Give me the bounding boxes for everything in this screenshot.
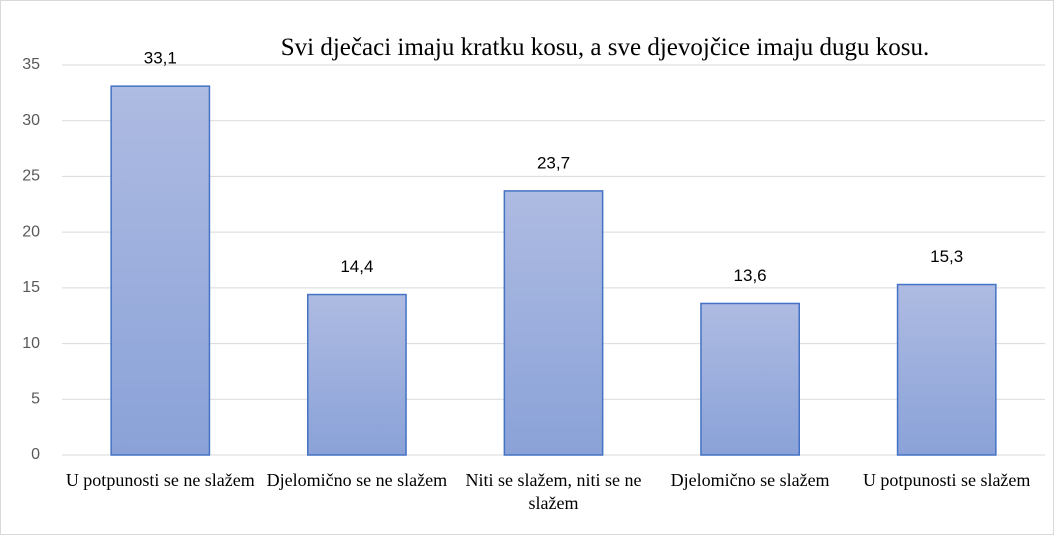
bar <box>503 190 604 456</box>
bar <box>110 85 211 456</box>
y-tick-label: 20 <box>22 223 40 240</box>
chart-title: Svi dječaci imaju kratku kosu, a sve dje… <box>280 34 930 61</box>
bar <box>307 293 407 456</box>
x-tick-label: U potpunosti se slažem <box>862 470 1031 490</box>
y-tick-label: 5 <box>31 391 40 408</box>
bar <box>700 302 801 456</box>
data-label: 33,1 <box>144 49 177 68</box>
data-label: 13,6 <box>734 266 767 285</box>
x-tick-label: Niti se slažem, niti se ne slažem <box>465 470 642 513</box>
y-tick-label: 15 <box>22 279 40 296</box>
data-label: 15,3 <box>930 247 963 266</box>
x-tick-label: Djelomično se ne slažem <box>266 470 448 490</box>
data-label: 23,7 <box>537 153 570 172</box>
y-tick-label: 35 <box>22 56 40 73</box>
y-tick-label: 30 <box>22 112 40 129</box>
bar <box>896 283 997 456</box>
x-tick-label: Djelomično se slažem <box>670 470 830 490</box>
y-tick-label: 0 <box>31 446 40 463</box>
y-tick-label: 10 <box>22 335 40 352</box>
y-tick-label: 25 <box>22 168 40 185</box>
data-label: 14,4 <box>340 257 373 276</box>
x-tick-label: U potpunosti se ne slažem <box>65 470 255 490</box>
